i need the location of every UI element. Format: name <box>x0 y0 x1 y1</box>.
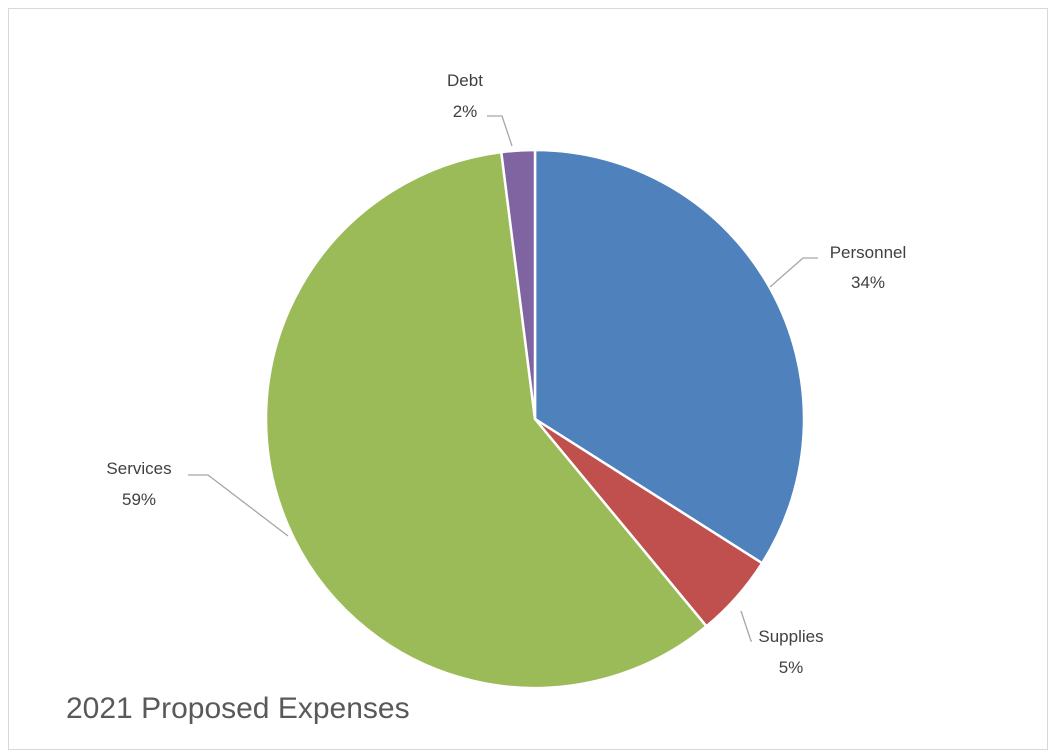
leader-line-supplies <box>740 610 752 642</box>
data-label-value-services: 59% <box>122 490 156 509</box>
pie-slice-personnel <box>533 148 806 565</box>
data-label-name-debt: Debt <box>447 71 483 90</box>
data-label-value-personnel: 34% <box>851 273 885 292</box>
data-label-name-services: Services <box>106 459 171 478</box>
pie-slices <box>264 148 806 690</box>
pie-slice-debt <box>500 148 537 421</box>
data-label-name-personnel: Personnel <box>830 243 907 262</box>
leader-line-personnel <box>769 257 818 288</box>
data-label-value-supplies: 5% <box>779 658 804 677</box>
leader-line-services <box>188 474 289 537</box>
leader-lines <box>188 115 818 642</box>
leader-line-debt <box>487 115 513 147</box>
data-label-value-debt: 2% <box>453 102 478 121</box>
data-label-name-supplies: Supplies <box>758 627 823 646</box>
pie-slice-services <box>264 150 708 690</box>
chart-title: 2021 Proposed Expenses <box>66 692 410 725</box>
data-labels: Personnel 34% Supplies 5% Services 59% Debt 2% <box>106 71 906 677</box>
